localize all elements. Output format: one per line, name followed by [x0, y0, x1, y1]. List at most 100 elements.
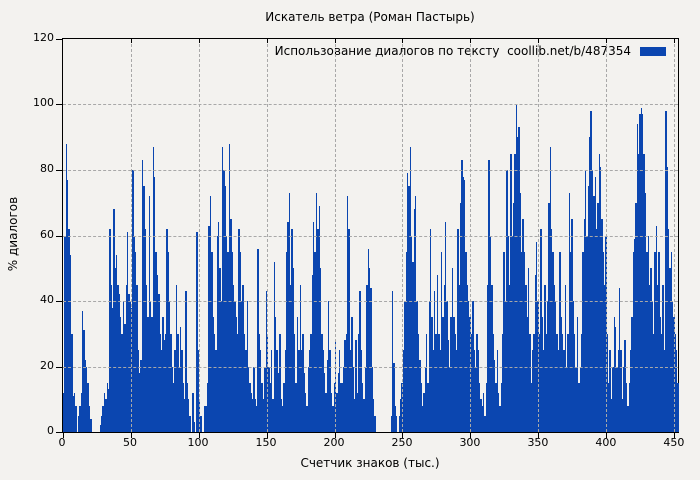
- x-tick-label: 50: [122, 436, 137, 449]
- bar: [557, 350, 560, 432]
- bar: [294, 333, 296, 432]
- h-gridline: [63, 366, 678, 368]
- bar: [366, 284, 368, 432]
- bar: [498, 392, 500, 432]
- bar: [269, 382, 271, 432]
- bar: [349, 350, 352, 432]
- bar: [590, 111, 592, 432]
- bar: [275, 317, 277, 432]
- v-gridline: [470, 39, 472, 432]
- bar: [391, 291, 394, 432]
- bar: [364, 366, 367, 432]
- x-tick: [63, 433, 64, 438]
- bar: [247, 366, 250, 432]
- bar: [523, 251, 526, 432]
- bar: [556, 333, 558, 432]
- bar: [525, 284, 527, 432]
- bar: [464, 179, 466, 432]
- bar: [665, 111, 667, 432]
- bar: [449, 366, 451, 432]
- bar: [442, 317, 444, 432]
- bar: [173, 382, 175, 432]
- bar: [676, 350, 678, 432]
- bar: [175, 284, 178, 432]
- bar: [109, 228, 111, 432]
- bar: [258, 333, 261, 432]
- bar: [338, 350, 341, 432]
- bar: [337, 373, 339, 432]
- bar: [508, 284, 511, 432]
- bar: [544, 284, 546, 432]
- plot-area: Использование диалогов по тексту coollib…: [56, 38, 679, 438]
- y-tick-labels: 0 20 40 60 80 100 120: [0, 32, 54, 437]
- bar: [481, 405, 484, 432]
- x-tick-top: [402, 39, 404, 43]
- x-tick-label: 100: [187, 436, 209, 449]
- bar: [457, 228, 459, 432]
- bar: [510, 153, 512, 432]
- bar: [398, 415, 401, 432]
- x-tick-top: [606, 39, 608, 43]
- x-tick-top: [130, 39, 132, 43]
- bar: [360, 350, 363, 432]
- bar: [311, 274, 314, 432]
- bar: [488, 160, 490, 432]
- bar: [599, 166, 602, 432]
- bar: [531, 350, 534, 432]
- bar: [545, 333, 547, 432]
- bar: [156, 274, 159, 432]
- bar: [435, 333, 437, 432]
- bar: [633, 238, 636, 432]
- bar: [646, 251, 648, 432]
- bar: [174, 350, 176, 432]
- bar: [620, 350, 622, 432]
- bar: [272, 399, 274, 432]
- bar: [183, 399, 186, 432]
- bar: [453, 317, 455, 432]
- x-tick-top: [673, 39, 675, 43]
- bar: [65, 143, 68, 432]
- bar: [425, 333, 428, 432]
- bar: [113, 209, 115, 432]
- x-tick-label: 300: [459, 436, 481, 449]
- y-tick-label: 120: [33, 31, 54, 44]
- bar: [182, 382, 184, 432]
- bar: [128, 294, 130, 432]
- bar: [529, 333, 531, 432]
- bar: [177, 333, 179, 432]
- bar: [461, 160, 463, 432]
- bar: [502, 333, 504, 432]
- bar: [421, 405, 424, 432]
- bar: [215, 350, 217, 432]
- bar: [363, 399, 365, 432]
- bar: [496, 350, 498, 432]
- bar: [408, 186, 410, 432]
- bar: [321, 333, 323, 432]
- bar: [444, 222, 447, 432]
- bar: [462, 176, 465, 432]
- bar: [80, 392, 83, 432]
- bar: [285, 251, 288, 432]
- bar: [661, 333, 663, 432]
- bar: [440, 251, 443, 432]
- bar: [170, 333, 172, 432]
- bar: [235, 317, 237, 432]
- bar: [136, 284, 138, 432]
- bar: [396, 415, 398, 432]
- bar: [117, 284, 119, 432]
- bar: [570, 251, 572, 432]
- bar: [458, 284, 460, 432]
- bar: [628, 382, 630, 432]
- bar: [406, 173, 409, 432]
- bar: [257, 248, 259, 432]
- bar: [580, 333, 583, 432]
- bar: [459, 202, 462, 432]
- bar: [281, 405, 284, 432]
- bar: [273, 261, 276, 432]
- bar: [621, 399, 624, 432]
- bar: [265, 291, 267, 432]
- bar: [430, 228, 432, 432]
- bar: [296, 317, 299, 432]
- bar: [343, 366, 345, 432]
- bar: [196, 232, 198, 432]
